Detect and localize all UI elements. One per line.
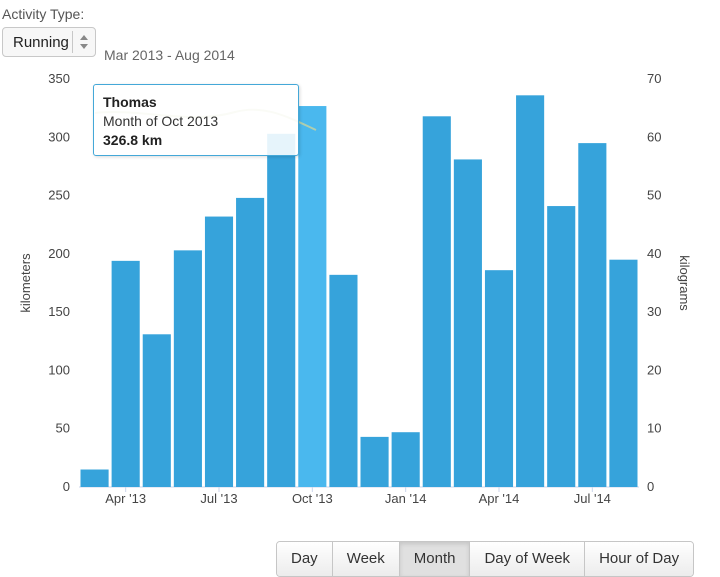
- week-button[interactable]: Week: [331, 542, 399, 576]
- bar-jul-2014[interactable]: [578, 143, 607, 487]
- select-updown-icon: [72, 31, 95, 53]
- day-button[interactable]: Day: [277, 542, 332, 576]
- y-tick-right: 50: [647, 188, 661, 203]
- bar-aug-2013[interactable]: [236, 197, 265, 487]
- bar-apr-2014[interactable]: [484, 270, 514, 487]
- bar-jan-2014[interactable]: [391, 432, 420, 487]
- date-range-label: Mar 2013 - Aug 2014: [104, 47, 235, 63]
- y-tick-left: 250: [48, 188, 70, 203]
- y-axis-left-title: kilometers: [18, 253, 33, 313]
- bar-may-2014[interactable]: [516, 95, 545, 487]
- bar-jun-2014[interactable]: [547, 206, 576, 487]
- bar-dec-2013[interactable]: [360, 436, 389, 487]
- bar-apr-2013[interactable]: [111, 260, 140, 487]
- x-tick-label: Oct '13: [292, 491, 333, 506]
- activity-type-value: Running: [13, 34, 69, 51]
- y-tick-right: 0: [647, 479, 654, 494]
- y-tick-left: 50: [56, 421, 70, 436]
- bar-oct-2013[interactable]: [298, 106, 327, 488]
- tooltip-value: 326.8 km: [103, 132, 163, 148]
- bar-nov-2013[interactable]: [329, 274, 358, 487]
- y-tick-left: 150: [48, 304, 70, 319]
- bar-jun-2013[interactable]: [173, 250, 202, 487]
- y-tick-right: 40: [647, 246, 661, 261]
- y-tick-left: 200: [48, 246, 70, 261]
- activity-type-label: Activity Type:: [2, 6, 85, 22]
- bar-may-2013[interactable]: [142, 334, 171, 487]
- x-tick-label: Apr '14: [479, 491, 520, 506]
- x-tick-label: Apr '13: [105, 491, 146, 506]
- y-axis-right-title: kilograms: [677, 255, 692, 311]
- day-of-week-button[interactable]: Day of Week: [469, 542, 585, 576]
- bar-sep-2013[interactable]: [267, 133, 296, 487]
- x-tick-label: Jan '14: [385, 491, 427, 506]
- chart-tooltip: Thomas Month of Oct 2013 326.8 km: [93, 84, 299, 156]
- bar-aug-2014[interactable]: [609, 259, 638, 487]
- bar-feb-2014[interactable]: [422, 116, 451, 487]
- y-tick-left: 0: [63, 479, 70, 494]
- y-tick-left: 100: [48, 362, 70, 377]
- y-tick-left: 300: [48, 129, 70, 144]
- tooltip-name: Thomas: [103, 94, 157, 110]
- bar-mar-2013[interactable]: [80, 469, 109, 487]
- tooltip-period: Month of Oct 2013: [103, 113, 219, 129]
- x-tick-label: Jul '13: [200, 491, 237, 506]
- hour-of-day-button[interactable]: Hour of Day: [584, 542, 694, 576]
- y-tick-right: 30: [647, 304, 661, 319]
- activity-type-select[interactable]: Running: [2, 27, 96, 57]
- y-tick-right: 20: [647, 362, 661, 377]
- monthly-distance-chart: 0 50 100 150 200 250 300 350 0 10 20 30 40 50 60 70 Ap…: [18, 71, 692, 506]
- period-button-group: Day Week Month Day of Week Hour of Day: [276, 541, 695, 577]
- bar-jul-2013[interactable]: [204, 216, 234, 487]
- y-tick-right: 60: [647, 129, 661, 144]
- month-button[interactable]: Month: [398, 542, 470, 576]
- y-tick-right: 10: [647, 421, 661, 436]
- y-tick-right: 70: [647, 71, 661, 86]
- x-tick-label: Jul '14: [574, 491, 611, 506]
- bar-mar-2014[interactable]: [453, 159, 482, 488]
- y-tick-left: 350: [48, 71, 70, 86]
